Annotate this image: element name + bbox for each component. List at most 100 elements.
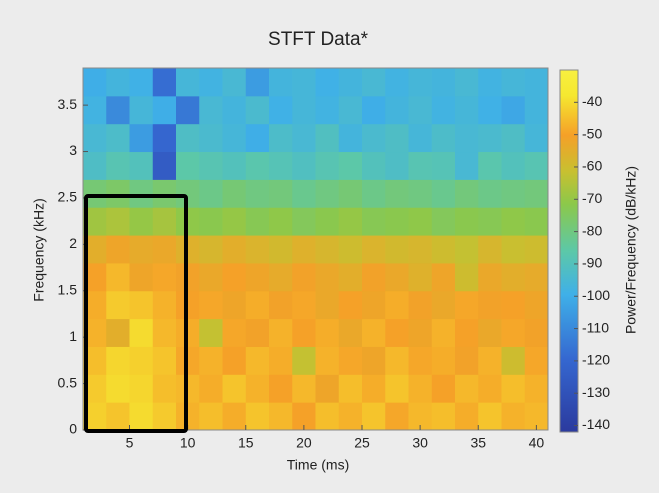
heatmap-cell bbox=[455, 207, 479, 236]
heatmap-cell bbox=[222, 374, 247, 403]
heatmap-cell bbox=[222, 207, 247, 236]
colorbar-label: Power/Frequency (dB/kHz) bbox=[623, 166, 639, 334]
heatmap-cell bbox=[408, 235, 433, 264]
heatmap-cell bbox=[408, 123, 433, 153]
heatmap-cell bbox=[362, 290, 386, 320]
heatmap-cell bbox=[524, 402, 549, 431]
heatmap-cell bbox=[245, 95, 270, 125]
heatmap-cell bbox=[269, 151, 293, 180]
heatmap-cell bbox=[199, 123, 223, 153]
heatmap-cell bbox=[524, 346, 549, 375]
heatmap-cell bbox=[455, 235, 479, 264]
heatmap-cell bbox=[385, 318, 409, 347]
heatmap-cell bbox=[292, 207, 316, 236]
heatmap-cell bbox=[129, 290, 154, 320]
heatmap-cell bbox=[83, 262, 107, 292]
heatmap-cell bbox=[455, 290, 479, 320]
x-tick-label: 10 bbox=[180, 435, 196, 451]
heatmap-cell bbox=[478, 402, 502, 431]
heatmap-cell bbox=[455, 123, 479, 153]
heatmap-cell bbox=[152, 95, 177, 125]
heatmap-cell bbox=[315, 262, 340, 292]
heatmap-cell bbox=[524, 318, 549, 347]
heatmap-cell bbox=[524, 374, 549, 403]
heatmap-cell bbox=[455, 402, 479, 431]
heatmap-cell bbox=[478, 95, 502, 125]
heatmap-cell bbox=[455, 318, 479, 347]
heatmap-cell bbox=[338, 402, 363, 431]
chart-title: STFT Data* bbox=[268, 29, 369, 50]
heatmap-cell bbox=[222, 318, 247, 347]
heatmap-cell bbox=[362, 374, 386, 403]
heatmap-cell bbox=[245, 235, 270, 264]
heatmap-cell bbox=[524, 95, 549, 125]
heatmap-cell bbox=[222, 179, 247, 208]
heatmap-cell bbox=[431, 123, 456, 153]
heatmap-cell bbox=[478, 318, 502, 347]
heatmap-cell bbox=[83, 207, 107, 236]
heatmap-cell bbox=[176, 95, 200, 125]
heatmap-cell bbox=[501, 123, 526, 153]
heatmap-cell bbox=[431, 207, 456, 236]
heatmap-cell bbox=[338, 207, 363, 236]
heatmap-cell bbox=[292, 346, 316, 375]
heatmap-cell bbox=[338, 374, 363, 403]
heatmap-cell bbox=[83, 290, 107, 320]
heatmap-cell bbox=[478, 235, 502, 264]
heatmap-cell bbox=[362, 95, 386, 125]
heatmap-cell bbox=[385, 262, 409, 292]
heatmap-cell bbox=[362, 207, 386, 236]
colorbar-tick-label: -100 bbox=[582, 287, 610, 303]
heatmap-cell bbox=[106, 95, 130, 125]
heatmap-cell bbox=[129, 262, 154, 292]
heatmap-cell bbox=[292, 95, 316, 125]
heatmap-cell bbox=[199, 402, 223, 431]
y-tick-label: 1 bbox=[69, 328, 77, 344]
heatmap-cell bbox=[199, 68, 223, 97]
heatmap-cell bbox=[431, 235, 456, 264]
heatmap-cell bbox=[362, 402, 386, 431]
heatmap-cell bbox=[199, 346, 223, 375]
heatmap-cell bbox=[478, 151, 502, 180]
heatmap-cell bbox=[129, 346, 154, 375]
heatmap-cell bbox=[431, 402, 456, 431]
heatmap-cell bbox=[129, 235, 154, 264]
heatmap-cell bbox=[408, 179, 433, 208]
heatmap-cell bbox=[431, 95, 456, 125]
heatmap-cell bbox=[292, 68, 316, 97]
heatmap-cell bbox=[455, 179, 479, 208]
heatmap-cell bbox=[431, 262, 456, 292]
heatmap-cell bbox=[315, 402, 340, 431]
x-tick-label: 35 bbox=[470, 435, 486, 451]
heatmap-cell bbox=[362, 235, 386, 264]
heatmap-cell bbox=[338, 235, 363, 264]
heatmap-cell bbox=[385, 290, 409, 320]
heatmap-cell bbox=[524, 123, 549, 153]
x-tick-label: 15 bbox=[238, 435, 254, 451]
heatmap-cell bbox=[106, 123, 130, 153]
heatmap-cell bbox=[478, 290, 502, 320]
heatmap-cell bbox=[152, 179, 177, 208]
heatmap-cell bbox=[385, 346, 409, 375]
heatmap-cell bbox=[269, 262, 293, 292]
heatmap-cell bbox=[315, 123, 340, 153]
heatmap-cell bbox=[408, 290, 433, 320]
heatmap-cell bbox=[408, 374, 433, 403]
heatmap-cell bbox=[292, 318, 316, 347]
colorbar-tick-label: -120 bbox=[582, 352, 610, 368]
heatmap-cell bbox=[501, 235, 526, 264]
heatmap-cell bbox=[129, 123, 154, 153]
heatmap-cell bbox=[408, 262, 433, 292]
heatmap-cell bbox=[129, 179, 154, 208]
heatmap-cell bbox=[315, 207, 340, 236]
heatmap-cell bbox=[385, 374, 409, 403]
heatmap-cell bbox=[501, 179, 526, 208]
heatmap-cell bbox=[245, 262, 270, 292]
heatmap-cell bbox=[455, 68, 479, 97]
y-tick-label: 2 bbox=[69, 235, 77, 251]
heatmap-cell bbox=[245, 374, 270, 403]
heatmap-cell bbox=[245, 179, 270, 208]
heatmap-cell bbox=[478, 123, 502, 153]
heatmap-cell bbox=[385, 151, 409, 180]
y-tick-label: 3 bbox=[69, 142, 77, 158]
